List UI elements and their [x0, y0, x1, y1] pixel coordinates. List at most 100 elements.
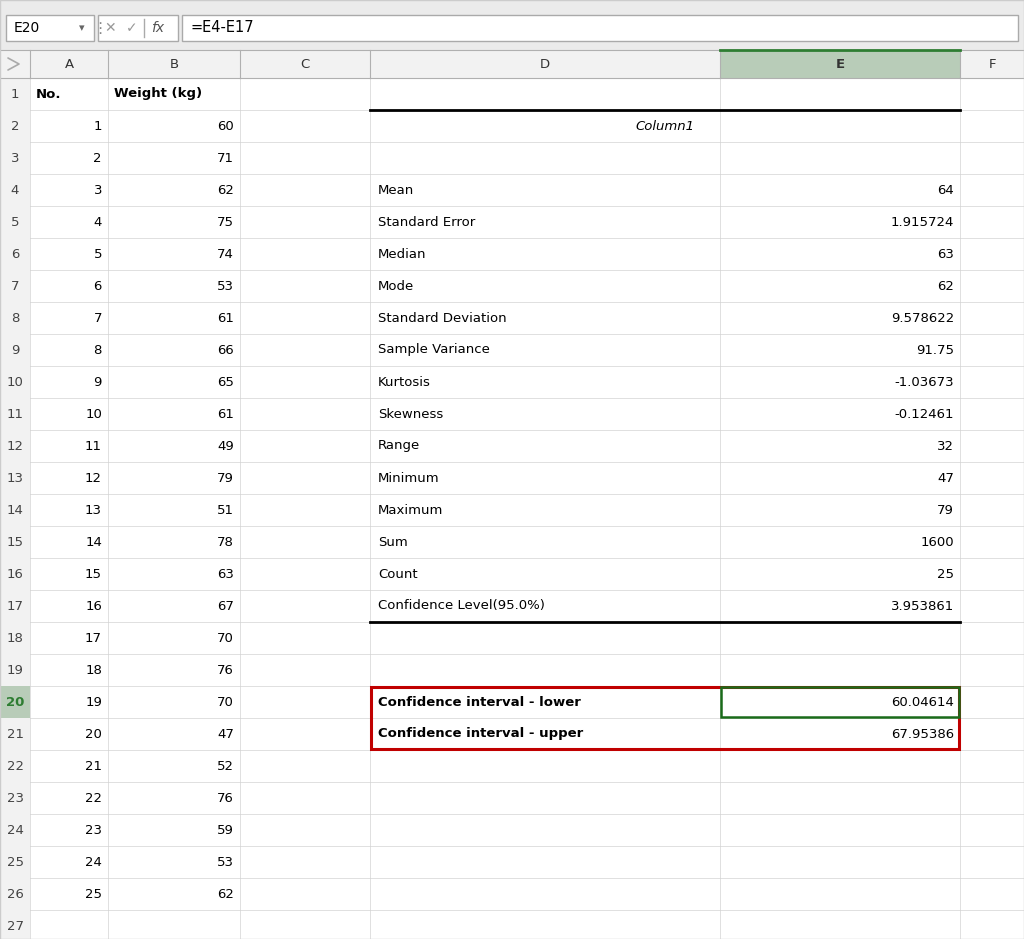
Text: 91.75: 91.75 — [916, 344, 954, 357]
Text: ▾: ▾ — [79, 23, 85, 33]
Text: 76: 76 — [217, 664, 234, 676]
Text: 4: 4 — [11, 183, 19, 196]
Text: 53: 53 — [217, 855, 234, 869]
Text: 3.953861: 3.953861 — [891, 599, 954, 612]
Text: 14: 14 — [85, 535, 102, 548]
Bar — [98, 15, 178, 41]
Bar — [721, 687, 959, 717]
Bar — [0, 494, 30, 526]
Text: Sum: Sum — [378, 535, 408, 548]
Text: 5: 5 — [10, 215, 19, 228]
Text: 60.04614: 60.04614 — [891, 696, 954, 709]
Text: 24: 24 — [85, 855, 102, 869]
Bar — [182, 15, 1018, 41]
Text: 8: 8 — [93, 344, 102, 357]
Text: 66: 66 — [217, 344, 234, 357]
Bar — [108, 50, 240, 78]
Bar — [0, 174, 30, 206]
Bar — [0, 462, 30, 494]
Bar — [0, 718, 30, 750]
Text: 76: 76 — [217, 792, 234, 805]
Text: 24: 24 — [6, 824, 24, 837]
Text: B: B — [169, 57, 178, 70]
Text: 9: 9 — [93, 376, 102, 389]
Text: No.: No. — [36, 87, 61, 100]
Bar — [6, 15, 94, 41]
Bar — [0, 334, 30, 366]
Bar — [0, 654, 30, 686]
Text: 17: 17 — [85, 632, 102, 644]
Text: 1.915724: 1.915724 — [891, 215, 954, 228]
Text: 25: 25 — [85, 887, 102, 901]
Text: 20: 20 — [6, 696, 25, 709]
Text: 7: 7 — [93, 312, 102, 325]
Text: F: F — [988, 57, 995, 70]
Bar — [961, 50, 1024, 78]
Text: 16: 16 — [6, 567, 24, 580]
Text: 3: 3 — [10, 151, 19, 164]
Text: Confidence Level(95.0%): Confidence Level(95.0%) — [378, 599, 545, 612]
Text: 61: 61 — [217, 408, 234, 421]
Text: 15: 15 — [85, 567, 102, 580]
Bar — [0, 910, 30, 939]
Bar — [0, 590, 30, 622]
Text: Confidence interval - lower: Confidence interval - lower — [378, 696, 581, 709]
Text: 47: 47 — [217, 728, 234, 741]
Bar — [0, 878, 30, 910]
Text: 18: 18 — [6, 632, 24, 644]
Bar — [0, 270, 30, 302]
Text: 12: 12 — [85, 471, 102, 485]
Text: 18: 18 — [85, 664, 102, 676]
Bar — [0, 0, 1024, 50]
Text: Count: Count — [378, 567, 418, 580]
Text: 63: 63 — [937, 248, 954, 260]
Text: 65: 65 — [217, 376, 234, 389]
Text: fx: fx — [152, 21, 165, 35]
Text: 70: 70 — [217, 696, 234, 709]
Text: 27: 27 — [6, 919, 24, 932]
Text: =E4-E17: =E4-E17 — [190, 21, 254, 36]
Text: 26: 26 — [6, 887, 24, 901]
Bar — [0, 526, 30, 558]
Text: 32: 32 — [937, 439, 954, 453]
Text: 62: 62 — [217, 183, 234, 196]
Text: 11: 11 — [85, 439, 102, 453]
Text: 67: 67 — [217, 599, 234, 612]
Text: 47: 47 — [937, 471, 954, 485]
Text: E: E — [836, 57, 845, 70]
Text: -1.03673: -1.03673 — [894, 376, 954, 389]
Text: E20: E20 — [14, 21, 40, 35]
Text: -0.12461: -0.12461 — [895, 408, 954, 421]
Text: C: C — [300, 57, 309, 70]
Text: 4: 4 — [93, 215, 102, 228]
Text: 78: 78 — [217, 535, 234, 548]
Text: 52: 52 — [217, 760, 234, 773]
Bar — [0, 302, 30, 334]
Text: ✓: ✓ — [126, 21, 138, 35]
Text: Maximum: Maximum — [378, 503, 443, 516]
Text: 53: 53 — [217, 280, 234, 293]
Text: 11: 11 — [6, 408, 24, 421]
Text: ⋮: ⋮ — [92, 21, 108, 36]
Bar — [0, 50, 30, 78]
Bar — [0, 206, 30, 238]
Text: Range: Range — [378, 439, 420, 453]
Bar — [0, 78, 30, 110]
Text: Weight (kg): Weight (kg) — [114, 87, 202, 100]
Bar — [0, 686, 30, 718]
Text: Confidence interval - upper: Confidence interval - upper — [378, 728, 584, 741]
Text: 25: 25 — [937, 567, 954, 580]
Text: 8: 8 — [11, 312, 19, 325]
Text: 19: 19 — [85, 696, 102, 709]
Text: 19: 19 — [6, 664, 24, 676]
Bar — [0, 622, 30, 654]
Text: 22: 22 — [6, 760, 24, 773]
Text: 74: 74 — [217, 248, 234, 260]
Bar — [30, 50, 108, 78]
Text: 6: 6 — [11, 248, 19, 260]
Text: 23: 23 — [6, 792, 24, 805]
Text: 25: 25 — [6, 855, 24, 869]
Bar — [0, 782, 30, 814]
Bar — [0, 238, 30, 270]
Bar — [371, 687, 959, 749]
